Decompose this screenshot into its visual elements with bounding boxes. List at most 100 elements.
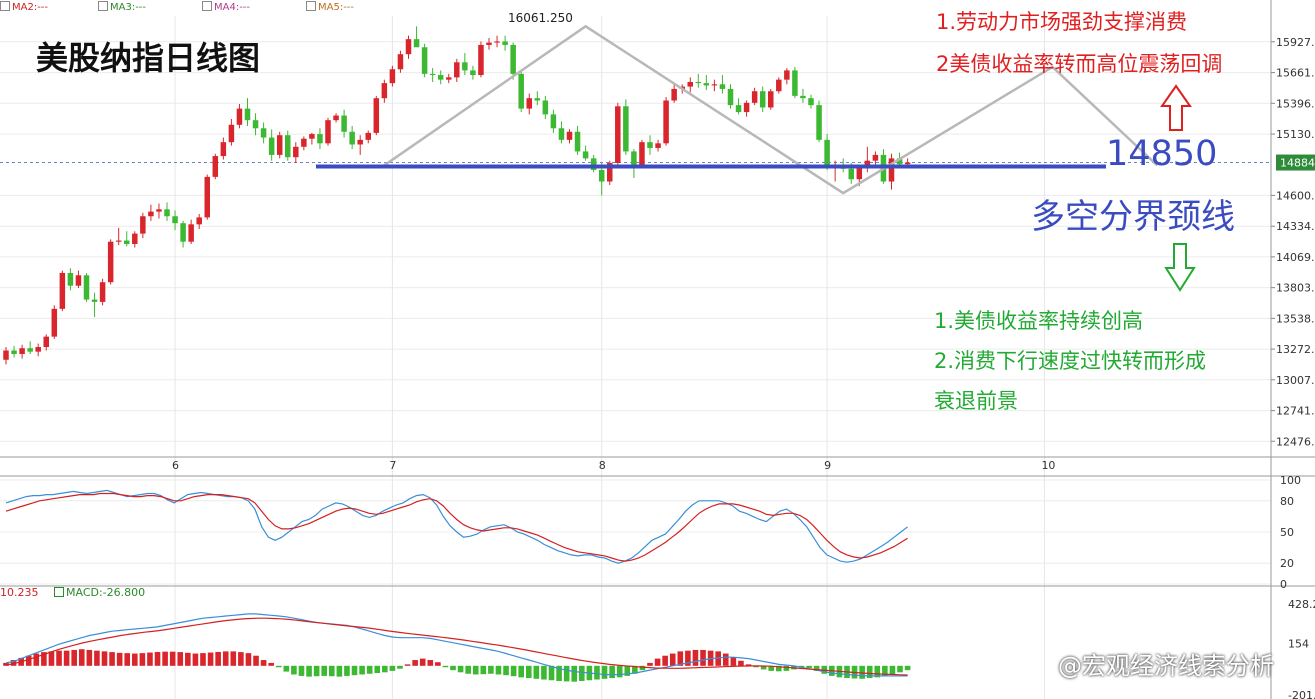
candle bbox=[276, 131, 283, 159]
macd-histogram-bar bbox=[169, 651, 176, 666]
candle-body bbox=[478, 44, 484, 76]
candle bbox=[3, 347, 9, 365]
candle bbox=[188, 219, 194, 245]
candle-body bbox=[735, 105, 742, 113]
macd-histogram-bar bbox=[503, 665, 509, 676]
candle bbox=[51, 305, 58, 339]
candle-body bbox=[228, 124, 235, 143]
ma2-legend[interactable]: MA2:--- bbox=[0, 1, 48, 15]
candle bbox=[502, 35, 508, 51]
macd-histogram-bar bbox=[215, 651, 221, 666]
macd-histogram-bar bbox=[806, 665, 812, 668]
candle bbox=[663, 97, 669, 146]
candle bbox=[212, 153, 219, 180]
candle bbox=[429, 68, 436, 82]
candle-body bbox=[285, 135, 291, 158]
macd-histogram-bar bbox=[177, 652, 184, 666]
macd-histogram-bar bbox=[904, 665, 911, 671]
candle bbox=[816, 100, 822, 143]
ma2-checkbox[interactable] bbox=[0, 1, 10, 11]
macd-histogram-bar bbox=[147, 652, 153, 666]
macd-histogram-bar bbox=[571, 665, 578, 682]
candle bbox=[421, 43, 428, 78]
candle-body bbox=[639, 142, 645, 166]
candle-body bbox=[655, 143, 661, 148]
candle-body bbox=[711, 84, 718, 86]
candle bbox=[397, 50, 404, 73]
x-tick-label: 8 bbox=[599, 459, 606, 472]
ma2-label: MA2:--- bbox=[12, 2, 49, 13]
candle-body bbox=[896, 158, 903, 165]
macd-histogram-bar bbox=[480, 665, 487, 675]
candle bbox=[148, 204, 154, 221]
candle bbox=[365, 130, 371, 144]
candle bbox=[639, 139, 645, 168]
candle-body bbox=[631, 151, 637, 166]
macd-histogram-bar bbox=[230, 651, 237, 666]
candle bbox=[703, 75, 710, 91]
candle-body bbox=[3, 350, 9, 360]
candle-body bbox=[35, 347, 41, 352]
macd-histogram-bar bbox=[738, 660, 744, 666]
macd-histogram-bar bbox=[86, 649, 93, 666]
candle-body bbox=[719, 84, 726, 89]
candle-body bbox=[59, 272, 66, 309]
candle bbox=[566, 129, 573, 144]
candle-body bbox=[607, 163, 613, 182]
macd-legend[interactable]: MACD:-26.800 bbox=[54, 586, 145, 599]
candle-body bbox=[341, 115, 347, 132]
candle bbox=[437, 70, 444, 85]
candle-body bbox=[808, 98, 814, 106]
candle-body bbox=[405, 39, 412, 55]
macd-histogram-bar bbox=[427, 660, 434, 666]
ma4-legend[interactable]: MA4:--- bbox=[202, 1, 250, 15]
candle-body bbox=[75, 275, 82, 286]
candle-body bbox=[751, 91, 758, 103]
macd-histogram-bar bbox=[109, 652, 115, 666]
candle-body bbox=[252, 120, 259, 129]
macd-histogram-bar bbox=[412, 660, 418, 666]
candle bbox=[172, 210, 178, 231]
macd-histogram-bar bbox=[162, 651, 168, 666]
candle-body bbox=[615, 106, 621, 163]
macd-histogram-bar bbox=[222, 651, 229, 666]
macd-checkbox[interactable] bbox=[54, 587, 64, 597]
candle-body bbox=[317, 134, 323, 144]
candle bbox=[285, 130, 291, 161]
macd-histogram-bar bbox=[200, 653, 206, 666]
candle-body bbox=[180, 223, 186, 242]
kdj-y-tick-label: 100 bbox=[1280, 474, 1301, 487]
candle bbox=[542, 95, 549, 120]
macd-histogram-bar bbox=[601, 665, 608, 679]
neckline-value: 14850 bbox=[1106, 134, 1218, 174]
ma3-legend[interactable]: MA3:--- bbox=[98, 1, 146, 15]
ma5-label: MA5:--- bbox=[318, 2, 355, 13]
ma5-legend[interactable]: MA5:--- bbox=[306, 1, 354, 15]
up-arrow-icon bbox=[1160, 84, 1192, 131]
candle bbox=[309, 132, 315, 145]
ma5-checkbox[interactable] bbox=[306, 1, 316, 11]
candle-body bbox=[260, 128, 267, 138]
macd-histogram-bar bbox=[889, 665, 896, 675]
candle bbox=[655, 139, 661, 152]
candle-body bbox=[727, 88, 734, 106]
candle-body bbox=[462, 62, 468, 71]
candle-body bbox=[582, 151, 589, 159]
macd-value: MACD:-26.800 bbox=[66, 586, 146, 599]
macd-histogram-bar bbox=[132, 653, 138, 666]
candle-body bbox=[188, 224, 194, 242]
candle-body bbox=[381, 83, 388, 99]
macd-histogram-bar bbox=[563, 665, 570, 682]
macd-histogram-bar bbox=[321, 665, 328, 676]
candle-body bbox=[784, 70, 790, 80]
macd-histogram-bar bbox=[63, 650, 70, 666]
neckline-label: 多空分界颈线 bbox=[1031, 197, 1235, 237]
candle bbox=[19, 344, 25, 359]
candle-body bbox=[212, 156, 219, 177]
macd-histogram-bar bbox=[366, 665, 373, 674]
macd-histogram-bar bbox=[253, 655, 259, 666]
macd-histogram-bar bbox=[541, 665, 547, 680]
ma4-checkbox[interactable] bbox=[202, 1, 212, 11]
ma3-checkbox[interactable] bbox=[98, 1, 108, 11]
candle bbox=[719, 75, 726, 94]
